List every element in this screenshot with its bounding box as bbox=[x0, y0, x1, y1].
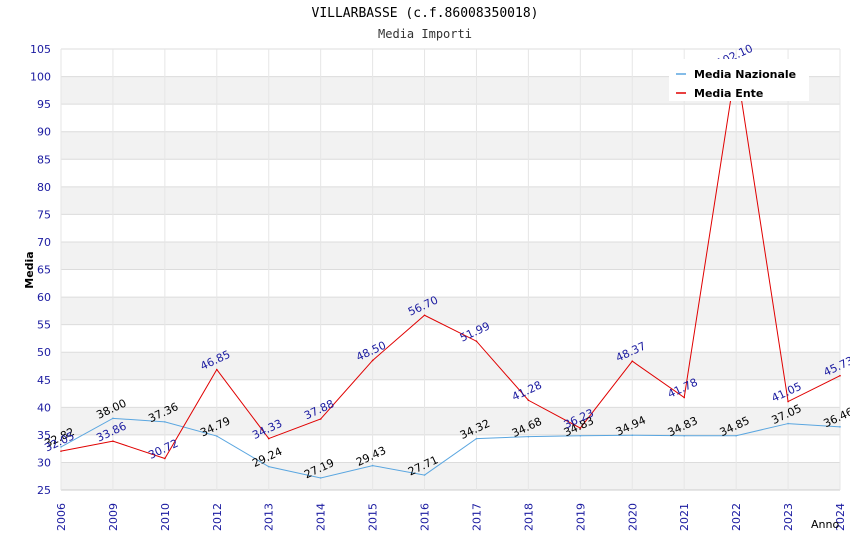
plot-band bbox=[61, 324, 840, 353]
plot-band bbox=[61, 434, 840, 463]
chart-subtitle: Media Importi bbox=[378, 27, 472, 41]
y-tick-label: 70 bbox=[37, 236, 51, 249]
data-point bbox=[60, 446, 62, 448]
data-point bbox=[527, 399, 530, 402]
chart-title: VILLARBASSE (c.f.86008350018) bbox=[311, 6, 539, 21]
data-point bbox=[371, 464, 374, 467]
plot-band bbox=[61, 241, 840, 270]
data-point bbox=[423, 474, 426, 476]
plot-band bbox=[61, 352, 840, 380]
y-tick-label: 65 bbox=[37, 264, 51, 277]
data-point bbox=[371, 359, 374, 362]
legend: Media Nazionale Media Ente bbox=[669, 59, 809, 101]
x-tick-label: 2012 bbox=[211, 503, 224, 531]
grid-lines bbox=[60, 48, 841, 491]
data-point bbox=[319, 477, 322, 479]
data-point bbox=[216, 368, 218, 371]
data-point bbox=[787, 400, 789, 403]
x-axis-ticks: 2006 2009 2010 2012 2013 2014 2015 2016 2017 2018… bbox=[55, 503, 847, 531]
data-point bbox=[839, 426, 841, 428]
y-axis-label: Media bbox=[23, 251, 36, 288]
x-tick-label: 2022 bbox=[730, 503, 743, 531]
y-tick-label: 60 bbox=[37, 291, 51, 304]
y-tick-label: 45 bbox=[37, 374, 51, 387]
x-tick-label: 2020 bbox=[626, 503, 639, 531]
plot-band bbox=[61, 462, 840, 490]
data-point bbox=[164, 421, 166, 423]
series-line-media-nazionale bbox=[60, 417, 841, 479]
plot-band bbox=[61, 159, 840, 187]
data-point bbox=[475, 437, 478, 440]
y-tick-label: 75 bbox=[37, 208, 51, 221]
y-tick-label: 30 bbox=[37, 456, 51, 469]
data-point bbox=[60, 450, 62, 452]
data-point bbox=[579, 435, 582, 437]
series-line-media-ente bbox=[60, 64, 841, 460]
x-tick-label: 2018 bbox=[522, 503, 535, 531]
data-point bbox=[112, 440, 114, 442]
y-tick-label: 85 bbox=[37, 153, 51, 166]
data-point bbox=[216, 435, 218, 437]
data-point bbox=[579, 427, 582, 429]
plot-band bbox=[61, 214, 840, 242]
data-point bbox=[267, 465, 270, 468]
series-lines bbox=[60, 64, 841, 479]
x-tick-label: 2013 bbox=[263, 503, 276, 531]
plot-band bbox=[61, 379, 840, 408]
y-tick-label: 25 bbox=[37, 484, 51, 497]
data-point bbox=[475, 340, 478, 343]
data-point bbox=[267, 437, 270, 440]
x-tick-label: 2015 bbox=[367, 503, 380, 531]
x-tick-label: 2009 bbox=[107, 503, 120, 531]
plot-band bbox=[61, 104, 840, 132]
x-tick-label: 2024 bbox=[834, 503, 847, 531]
y-tick-label: 105 bbox=[30, 43, 51, 56]
x-tick-label: 2023 bbox=[782, 503, 795, 531]
plot-band bbox=[61, 186, 840, 215]
data-point bbox=[683, 435, 685, 437]
plot-bands bbox=[61, 49, 840, 490]
legend-label-media-nazionale: Media Nazionale bbox=[694, 68, 796, 81]
data-point bbox=[787, 422, 789, 425]
data-point bbox=[112, 417, 114, 420]
plot-band bbox=[61, 297, 840, 325]
data-point bbox=[164, 457, 166, 460]
y-tick-label: 35 bbox=[37, 429, 51, 442]
x-tick-label: 2016 bbox=[419, 503, 432, 531]
x-tick-label: 2019 bbox=[574, 503, 587, 531]
data-point bbox=[631, 434, 634, 437]
y-tick-label: 80 bbox=[37, 181, 51, 194]
y-axis-ticks: 25 30 35 40 45 50 55 60 65 70 75 80 85 90 95 100 105 bbox=[30, 43, 51, 497]
data-point bbox=[319, 418, 322, 420]
x-tick-label: 2006 bbox=[55, 503, 68, 531]
y-tick-label: 90 bbox=[37, 126, 51, 139]
plot-band bbox=[61, 269, 840, 298]
plot-band bbox=[61, 407, 840, 435]
data-point bbox=[527, 435, 530, 438]
data-point bbox=[839, 374, 841, 377]
x-axis-label: Anno bbox=[811, 518, 839, 531]
y-tick-label: 40 bbox=[37, 401, 51, 414]
x-tick-label: 2021 bbox=[678, 503, 691, 531]
x-tick-label: 2010 bbox=[159, 503, 172, 531]
x-tick-label: 2014 bbox=[315, 503, 328, 531]
data-point bbox=[735, 434, 737, 437]
y-tick-label: 100 bbox=[30, 71, 51, 84]
x-tick-label: 2017 bbox=[470, 503, 483, 531]
data-point bbox=[631, 360, 634, 362]
data-point bbox=[423, 314, 426, 317]
y-tick-label: 55 bbox=[37, 319, 51, 332]
plot-band bbox=[61, 131, 840, 160]
y-tick-label: 95 bbox=[37, 98, 51, 111]
y-tick-label: 50 bbox=[37, 346, 51, 359]
data-point bbox=[683, 396, 685, 399]
legend-label-media-ente: Media Ente bbox=[694, 87, 763, 100]
